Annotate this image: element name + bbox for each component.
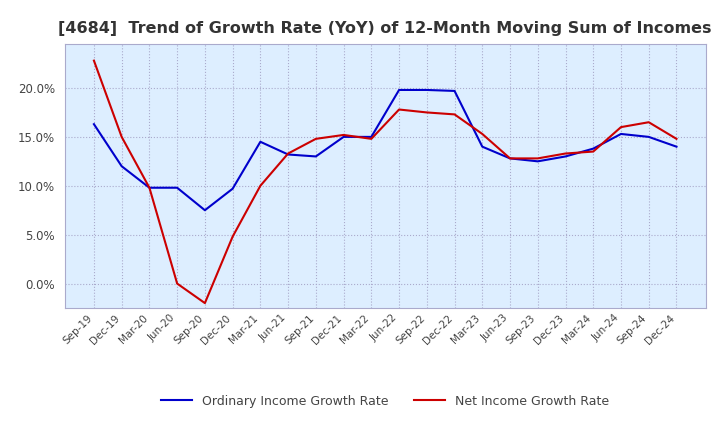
Ordinary Income Growth Rate xyxy=(284,152,292,157)
Net Income Growth Rate xyxy=(284,151,292,156)
Ordinary Income Growth Rate xyxy=(173,185,181,191)
Net Income Growth Rate xyxy=(201,301,210,306)
Ordinary Income Growth Rate xyxy=(256,139,265,144)
Ordinary Income Growth Rate xyxy=(672,144,681,149)
Ordinary Income Growth Rate xyxy=(367,134,376,139)
Net Income Growth Rate xyxy=(589,149,598,154)
Net Income Growth Rate xyxy=(312,136,320,142)
Line: Net Income Growth Rate: Net Income Growth Rate xyxy=(94,61,677,303)
Net Income Growth Rate xyxy=(117,134,126,139)
Ordinary Income Growth Rate xyxy=(616,131,625,136)
Net Income Growth Rate xyxy=(395,107,403,112)
Net Income Growth Rate xyxy=(450,112,459,117)
Ordinary Income Growth Rate xyxy=(201,208,210,213)
Ordinary Income Growth Rate xyxy=(478,144,487,149)
Net Income Growth Rate xyxy=(367,136,376,142)
Ordinary Income Growth Rate xyxy=(505,156,514,161)
Net Income Growth Rate xyxy=(145,185,154,191)
Net Income Growth Rate xyxy=(478,131,487,136)
Ordinary Income Growth Rate xyxy=(339,134,348,139)
Net Income Growth Rate xyxy=(644,120,653,125)
Net Income Growth Rate xyxy=(423,110,431,115)
Ordinary Income Growth Rate xyxy=(145,185,154,191)
Line: Ordinary Income Growth Rate: Ordinary Income Growth Rate xyxy=(94,90,677,210)
Ordinary Income Growth Rate xyxy=(534,159,542,164)
Ordinary Income Growth Rate xyxy=(117,164,126,169)
Net Income Growth Rate xyxy=(89,58,98,63)
Ordinary Income Growth Rate xyxy=(450,88,459,94)
Net Income Growth Rate xyxy=(534,156,542,161)
Net Income Growth Rate xyxy=(228,234,237,239)
Net Income Growth Rate xyxy=(256,183,265,188)
Legend: Ordinary Income Growth Rate, Net Income Growth Rate: Ordinary Income Growth Rate, Net Income … xyxy=(156,390,614,413)
Net Income Growth Rate xyxy=(672,136,681,142)
Net Income Growth Rate xyxy=(173,281,181,286)
Net Income Growth Rate xyxy=(616,125,625,130)
Net Income Growth Rate xyxy=(505,156,514,161)
Ordinary Income Growth Rate xyxy=(644,134,653,139)
Ordinary Income Growth Rate xyxy=(561,154,570,159)
Ordinary Income Growth Rate xyxy=(423,87,431,92)
Ordinary Income Growth Rate xyxy=(89,121,98,127)
Net Income Growth Rate xyxy=(339,132,348,138)
Net Income Growth Rate xyxy=(561,151,570,156)
Title: [4684]  Trend of Growth Rate (YoY) of 12-Month Moving Sum of Incomes: [4684] Trend of Growth Rate (YoY) of 12-… xyxy=(58,21,712,36)
Ordinary Income Growth Rate xyxy=(228,186,237,191)
Ordinary Income Growth Rate xyxy=(589,146,598,151)
Ordinary Income Growth Rate xyxy=(395,87,403,92)
Ordinary Income Growth Rate xyxy=(312,154,320,159)
